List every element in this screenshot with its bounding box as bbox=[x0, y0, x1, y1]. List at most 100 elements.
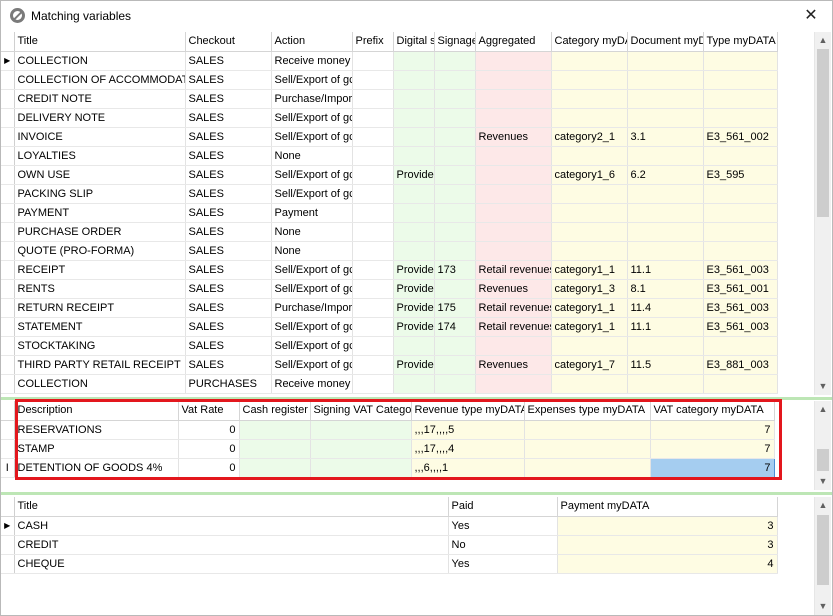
column-header[interactable]: Title bbox=[14, 32, 186, 52]
row-header[interactable] bbox=[1, 554, 15, 574]
table-cell[interactable]: 4 bbox=[557, 554, 778, 574]
row-header[interactable] bbox=[1, 279, 15, 299]
table-cell[interactable] bbox=[352, 89, 394, 109]
table-cell[interactable] bbox=[352, 70, 394, 90]
table-cell[interactable] bbox=[475, 374, 552, 394]
table-cell[interactable] bbox=[703, 51, 778, 71]
table-cell[interactable] bbox=[475, 203, 552, 223]
table-cell[interactable]: CHEQUE bbox=[14, 554, 449, 574]
table-cell[interactable] bbox=[627, 108, 704, 128]
table-cell[interactable]: Revenues bbox=[475, 355, 552, 375]
row-header[interactable] bbox=[1, 298, 15, 318]
table-cell[interactable] bbox=[551, 241, 628, 261]
scroll-thumb[interactable] bbox=[817, 49, 829, 217]
table-cell[interactable] bbox=[393, 127, 435, 147]
table-cell[interactable] bbox=[475, 165, 552, 185]
row-header[interactable] bbox=[1, 374, 15, 394]
table-cell[interactable] bbox=[703, 184, 778, 204]
table-cell[interactable] bbox=[627, 222, 704, 242]
document-types-grid[interactable]: Title Checkout Action Prefix Digital s Signag… bbox=[1, 32, 815, 395]
table-cell[interactable] bbox=[352, 203, 394, 223]
table-cell[interactable] bbox=[475, 70, 552, 90]
table-cell[interactable]: 173 bbox=[434, 260, 476, 280]
table-cell[interactable] bbox=[475, 184, 552, 204]
table-row[interactable]: OWN USE SALES Sell/Export of gc Provide cate… bbox=[1, 165, 778, 185]
row-header[interactable] bbox=[1, 184, 15, 204]
table-cell[interactable]: 7 bbox=[649, 457, 775, 478]
table-cell[interactable]: Sell/Export of gc bbox=[271, 355, 353, 375]
table-cell[interactable]: Retail revenues bbox=[475, 317, 552, 337]
table-row[interactable]: LOYALTIES SALES None bbox=[1, 146, 778, 166]
table-cell[interactable]: Provide bbox=[393, 317, 435, 337]
row-header[interactable] bbox=[1, 108, 15, 128]
triangle-right-icon[interactable]: ▶ bbox=[1, 51, 15, 71]
row-header[interactable] bbox=[1, 203, 15, 223]
table-row[interactable]: QUOTE (PRO-FORMA) SALES None bbox=[1, 241, 778, 261]
table-cell[interactable]: PACKING SLIP bbox=[14, 184, 186, 204]
table-row[interactable]: ▶ CASH Yes 3 bbox=[1, 516, 778, 536]
table-cell[interactable] bbox=[524, 439, 651, 459]
table-cell[interactable]: Provide bbox=[393, 298, 435, 318]
column-header[interactable]: Signing VAT Catego bbox=[310, 401, 412, 421]
table-cell[interactable]: Sell/Export of gc bbox=[271, 317, 353, 337]
table-row[interactable]: RENTS SALES Sell/Export of gc Provide Revenu… bbox=[1, 279, 778, 299]
table-row[interactable]: PAYMENT SALES Payment bbox=[1, 203, 778, 223]
table-cell[interactable] bbox=[393, 89, 435, 109]
table-cell[interactable]: Provide bbox=[393, 279, 435, 299]
chevron-down-icon[interactable]: ▼ bbox=[818, 601, 828, 611]
table-cell[interactable] bbox=[352, 374, 394, 394]
table-cell[interactable] bbox=[434, 51, 476, 71]
column-header[interactable]: Type myDATA bbox=[703, 32, 778, 52]
table-cell[interactable]: Sell/Export of gc bbox=[271, 260, 353, 280]
table-cell[interactable] bbox=[551, 222, 628, 242]
triangle-right-icon[interactable]: ▶ bbox=[1, 516, 15, 536]
column-header[interactable]: Prefix bbox=[352, 32, 394, 52]
table-cell[interactable]: Provide bbox=[393, 260, 435, 280]
chevron-up-icon[interactable]: ▲ bbox=[818, 404, 828, 414]
table-row[interactable]: PACKING SLIP SALES Sell/Export of gc bbox=[1, 184, 778, 204]
table-cell[interactable] bbox=[551, 184, 628, 204]
table-cell[interactable]: 11.1 bbox=[627, 317, 704, 337]
table-cell[interactable]: THIRD PARTY RETAIL RECEIPT bbox=[14, 355, 186, 375]
table-cell[interactable] bbox=[475, 336, 552, 356]
column-header[interactable]: Description bbox=[14, 401, 179, 421]
table-cell[interactable]: ,,,6,,,,1 bbox=[411, 458, 525, 478]
table-cell[interactable]: 0 bbox=[178, 420, 240, 440]
table-cell[interactable] bbox=[434, 108, 476, 128]
table-cell[interactable] bbox=[352, 317, 394, 337]
table-cell[interactable]: category1_1 bbox=[551, 317, 628, 337]
table-cell[interactable]: DELIVERY NOTE bbox=[14, 108, 186, 128]
table-row[interactable]: COLLECTION PURCHASES Receive money bbox=[1, 374, 778, 394]
table-cell[interactable] bbox=[352, 222, 394, 242]
table-cell[interactable]: SALES bbox=[185, 108, 272, 128]
table-cell[interactable]: category1_1 bbox=[551, 260, 628, 280]
column-header[interactable]: Document myD bbox=[627, 32, 704, 52]
table-cell[interactable]: None bbox=[271, 241, 353, 261]
table-cell[interactable]: E3_561_003 bbox=[703, 317, 778, 337]
table-cell[interactable] bbox=[475, 241, 552, 261]
table-cell[interactable]: No bbox=[448, 535, 558, 555]
table-cell[interactable] bbox=[475, 222, 552, 242]
table-cell[interactable] bbox=[239, 439, 311, 459]
table-cell[interactable]: 175 bbox=[434, 298, 476, 318]
table-cell[interactable] bbox=[352, 184, 394, 204]
row-header[interactable] bbox=[1, 260, 15, 280]
table-cell[interactable]: ,,,17,,,,4 bbox=[411, 439, 525, 459]
table-cell[interactable] bbox=[310, 439, 412, 459]
table-cell[interactable]: category2_1 bbox=[551, 127, 628, 147]
chevron-down-icon[interactable]: ▼ bbox=[818, 476, 828, 486]
table-cell[interactable]: SALES bbox=[185, 127, 272, 147]
table-cell[interactable] bbox=[393, 70, 435, 90]
table-cell[interactable] bbox=[352, 279, 394, 299]
table-cell[interactable]: SALES bbox=[185, 241, 272, 261]
row-header[interactable] bbox=[1, 420, 15, 440]
document-types-scrollbar[interactable]: ▲ ▼ bbox=[814, 32, 831, 395]
table-cell[interactable] bbox=[393, 146, 435, 166]
table-cell[interactable] bbox=[310, 420, 412, 440]
table-cell[interactable]: 11.4 bbox=[627, 298, 704, 318]
table-cell[interactable] bbox=[434, 374, 476, 394]
splitter-top[interactable] bbox=[1, 397, 832, 400]
table-row[interactable]: CHEQUE Yes 4 bbox=[1, 554, 778, 574]
table-cell[interactable]: E3_561_003 bbox=[703, 260, 778, 280]
table-cell[interactable] bbox=[551, 203, 628, 223]
